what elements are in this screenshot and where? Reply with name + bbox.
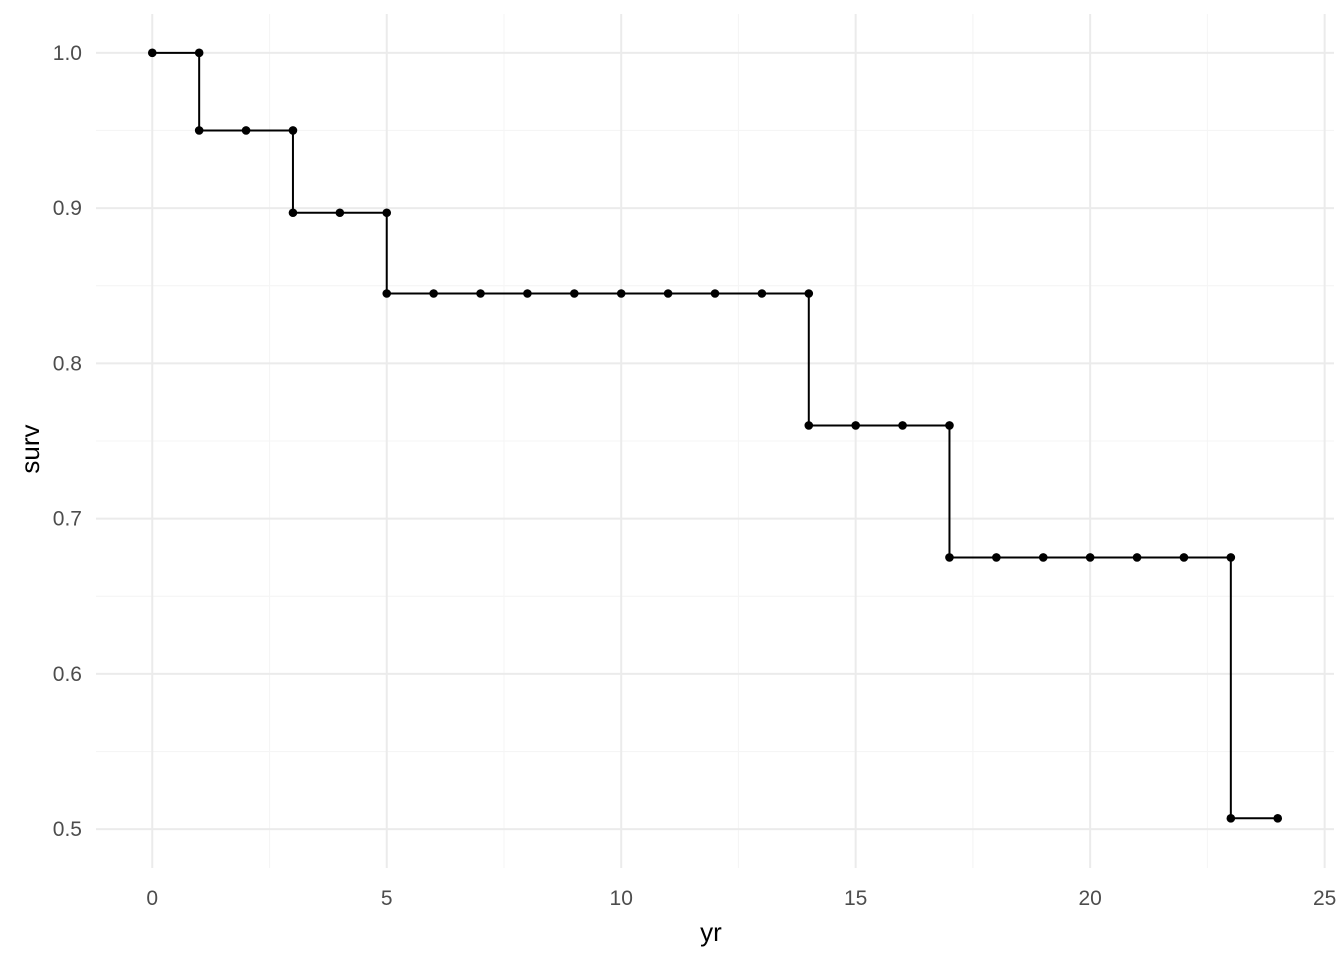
x-tick-label: 5 <box>381 887 393 910</box>
y-tick-label: 0.8 <box>53 352 82 375</box>
x-axis-tick-labels: 0 5 10 15 20 25 <box>146 887 1336 910</box>
data-point <box>945 553 954 562</box>
x-tick-label: 15 <box>844 887 867 910</box>
data-point <box>757 289 767 298</box>
data-point <box>1273 814 1283 823</box>
minor-gridlines <box>96 14 1334 868</box>
data-point <box>1085 553 1095 562</box>
data-point <box>1226 553 1236 562</box>
data-point <box>851 421 860 430</box>
x-tick-label: 0 <box>146 887 158 910</box>
data-point <box>992 553 1001 562</box>
data-point <box>570 289 579 298</box>
major-gridlines <box>96 14 1334 868</box>
data-point <box>382 289 392 298</box>
x-tick-label: 20 <box>1078 887 1101 910</box>
x-axis-title: yr <box>700 917 722 947</box>
data-point <box>1038 553 1048 562</box>
data-point <box>382 208 392 218</box>
y-tick-label: 0.6 <box>53 663 82 686</box>
data-point <box>1179 553 1189 562</box>
data-point <box>476 289 485 298</box>
y-tick-label: 0.5 <box>53 818 82 841</box>
x-tick-label: 25 <box>1313 887 1336 910</box>
data-point <box>710 289 720 298</box>
y-tick-label: 0.9 <box>53 197 82 220</box>
data-point <box>288 126 298 135</box>
data-point <box>335 208 345 218</box>
data-point <box>1226 814 1236 823</box>
data-point <box>194 126 204 135</box>
x-tick-label: 10 <box>610 887 633 910</box>
data-point <box>804 289 814 298</box>
data-point <box>945 421 954 430</box>
data-point <box>429 289 438 298</box>
data-point <box>616 289 626 298</box>
data-point <box>523 289 532 298</box>
data-point <box>241 126 251 135</box>
data-point <box>194 48 204 58</box>
data-point <box>147 48 157 58</box>
y-axis-title: surv <box>15 424 45 473</box>
series-layer <box>147 48 1283 823</box>
y-tick-label: 1.0 <box>53 42 82 65</box>
survival-step-line <box>152 51 1278 820</box>
data-point <box>288 208 298 218</box>
data-point <box>1132 553 1142 562</box>
data-point <box>804 421 814 430</box>
data-point <box>663 289 673 298</box>
y-tick-label: 0.7 <box>53 508 82 531</box>
y-axis-tick-labels: 0.5 0.6 0.7 0.8 0.9 1.0 <box>53 42 82 841</box>
data-point <box>898 421 907 430</box>
